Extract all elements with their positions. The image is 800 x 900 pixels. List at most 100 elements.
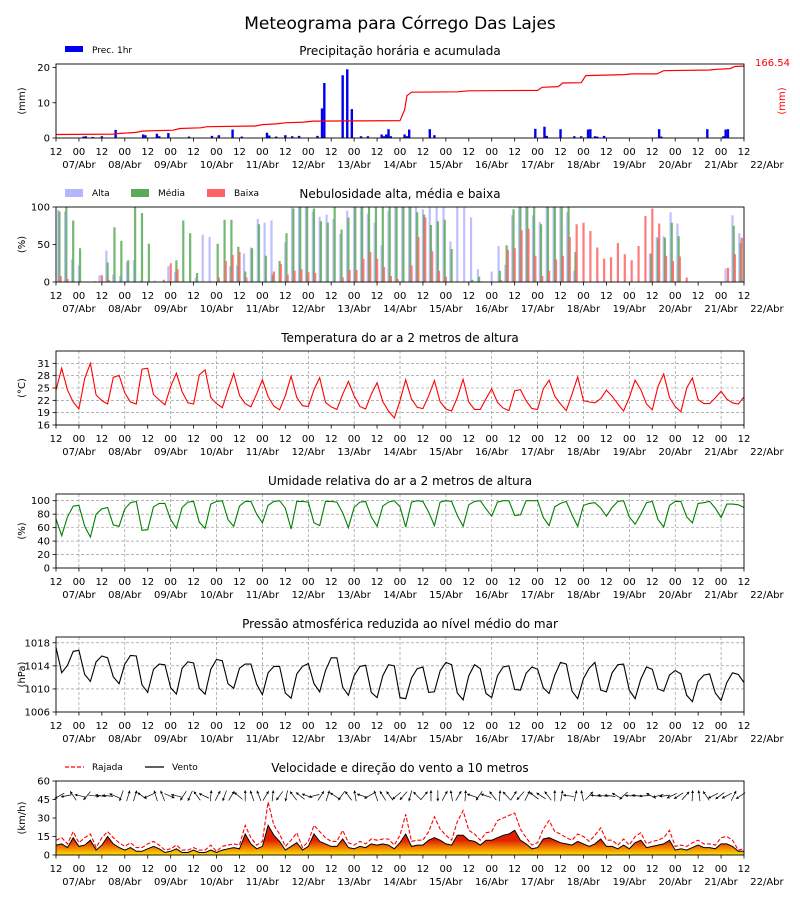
wind-arrow-head (171, 793, 174, 797)
cloud-bar-baixa (554, 259, 558, 282)
pressure-x-tick-label: 12 (371, 721, 384, 732)
cloud-bar-alta (387, 210, 390, 282)
temp-title: Temperatura do ar a 2 metros de altura (280, 331, 519, 345)
cloud-bar-baixa (685, 277, 688, 282)
precip-bar (586, 129, 590, 138)
precip-title: Precipitação horária e acumulada (299, 44, 501, 58)
precip-y-tick-label: 10 (37, 98, 50, 109)
precip-bar (323, 83, 326, 138)
clouds-x-tick-label: 00 (577, 291, 590, 302)
wind-direction-arrow (164, 793, 175, 799)
wind-arrow-head (458, 791, 462, 795)
cloud-bar-baixa (609, 257, 613, 282)
cloud-bar-media (299, 207, 302, 282)
wind-arrow-head (249, 790, 253, 794)
wind-x-date-label: 21/Abr (704, 877, 738, 888)
clouds-x-tick-label: 00 (485, 291, 498, 302)
cloud-bar-alta (242, 253, 246, 282)
temp-x-tick-label: 00 (531, 434, 544, 445)
wind-y-tick-label: 45 (37, 795, 50, 806)
temp-x-date-label: 21/Abr (704, 447, 738, 458)
wind-arrow-head (119, 798, 122, 802)
cloud-bar-media (223, 219, 226, 282)
cloud-bar-alta (497, 246, 500, 282)
precip-right-axis-label: (mm) (777, 87, 788, 114)
wind-arrow-head (659, 794, 663, 798)
wind-arrow-head (674, 796, 678, 799)
precip-bar (158, 136, 161, 138)
wind-direction-arrow (233, 791, 243, 800)
wind-direction-arrow (344, 791, 352, 801)
wind-direction-arrow (193, 791, 201, 801)
cloud-bar-alta (408, 207, 411, 282)
temp-x-date-label: 10/Abr (200, 447, 234, 458)
wind-direction-arrow (119, 790, 124, 802)
humidity-title: Umidade relativa do ar a 2 metros de alt… (268, 474, 532, 488)
wind-arrow-head (209, 790, 213, 794)
wind-arrow-head (187, 797, 191, 801)
cloud-bar-baixa (300, 269, 303, 282)
precip-bar (284, 135, 287, 138)
clouds-x-tick-label: 12 (187, 291, 200, 302)
cloud-bar-baixa (424, 217, 427, 282)
cloud-bar-alta (249, 247, 252, 282)
cloud-bar-media (285, 233, 288, 282)
precip-bar (534, 128, 537, 138)
cloud-bar-media (250, 248, 254, 282)
cloud-bar-media (347, 217, 350, 282)
cloud-bar-baixa (575, 224, 578, 282)
clouds-x-date-label: 20/Abr (658, 304, 692, 315)
precip-bar (407, 129, 411, 138)
cloud-bar-media (58, 211, 61, 282)
cloud-bar-baixa (582, 222, 585, 282)
wind-x-tick-label: 12 (50, 864, 63, 875)
precip-x-tick-label: 12 (279, 147, 292, 158)
cloud-bar-baixa (520, 230, 523, 282)
cloud-bar-alta (304, 207, 308, 282)
pressure-title: Pressão atmosférica reduzida ao nível mé… (242, 617, 558, 631)
temp-x-tick-label: 00 (394, 434, 407, 445)
wind-direction-arrow (529, 792, 539, 800)
cloud-bar-media (739, 243, 742, 282)
wind-y-axis-label: (km/h) (17, 801, 28, 834)
wind-x-tick-label: 00 (210, 864, 223, 875)
cloud-bar-alta (346, 210, 349, 282)
cloud-bar-baixa (293, 270, 296, 282)
wind-direction-arrow (464, 790, 467, 802)
humidity-x-date-label: 07/Abr (62, 590, 96, 601)
wind-x-tick-label: 12 (646, 864, 659, 875)
wind-direction-arrow (536, 792, 546, 800)
wind-direction-arrow (480, 793, 492, 798)
humidity-x-tick-label: 12 (738, 577, 751, 588)
wind-x-date-label: 07/Abr (62, 877, 96, 888)
clouds-x-date-label: 21/Abr (704, 304, 738, 315)
precip-x-date-label: 21/Abr (704, 160, 738, 171)
wind-arrow-head (256, 790, 260, 794)
cloud-bar-media (127, 260, 130, 282)
wind-arrow-head (231, 791, 235, 795)
wind-direction-arrow (429, 790, 433, 802)
wind-arrow-head (356, 793, 360, 797)
cloud-bar-media (553, 207, 556, 282)
wind-direction-arrow (455, 790, 462, 801)
wind-arrow-head (489, 791, 493, 795)
wind-direction-arrow (681, 791, 690, 801)
pressure-x-tick-label: 12 (187, 721, 200, 732)
clouds-x-tick-label: 00 (394, 291, 407, 302)
pressure-x-tick-label: 12 (50, 721, 63, 732)
pressure-x-date-label: 19/Abr (613, 734, 647, 745)
cloud-bar-baixa (382, 267, 386, 282)
cloud-bar-media (656, 238, 660, 282)
cloud-bar-alta (738, 233, 741, 282)
temp-x-tick-label: 12 (325, 434, 338, 445)
pressure-x-tick-label: 12 (417, 721, 430, 732)
wind-direction-arrow (516, 791, 525, 801)
temp-x-tick-label: 12 (95, 434, 108, 445)
temp-x-tick-label: 00 (210, 434, 223, 445)
temp-x-tick-label: 12 (554, 434, 567, 445)
wind-arrow-head (476, 797, 479, 801)
cloud-bar-alta (724, 268, 727, 282)
temp-y-tick-label: 19 (37, 408, 50, 419)
temp-y-tick-label: 31 (37, 359, 50, 370)
humidity-x-tick-label: 00 (256, 577, 269, 588)
